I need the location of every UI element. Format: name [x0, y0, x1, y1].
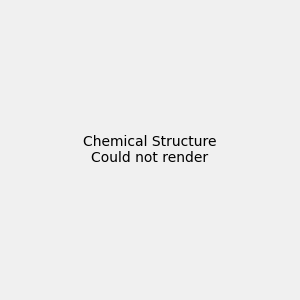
Text: Chemical Structure
Could not render: Chemical Structure Could not render [83, 135, 217, 165]
